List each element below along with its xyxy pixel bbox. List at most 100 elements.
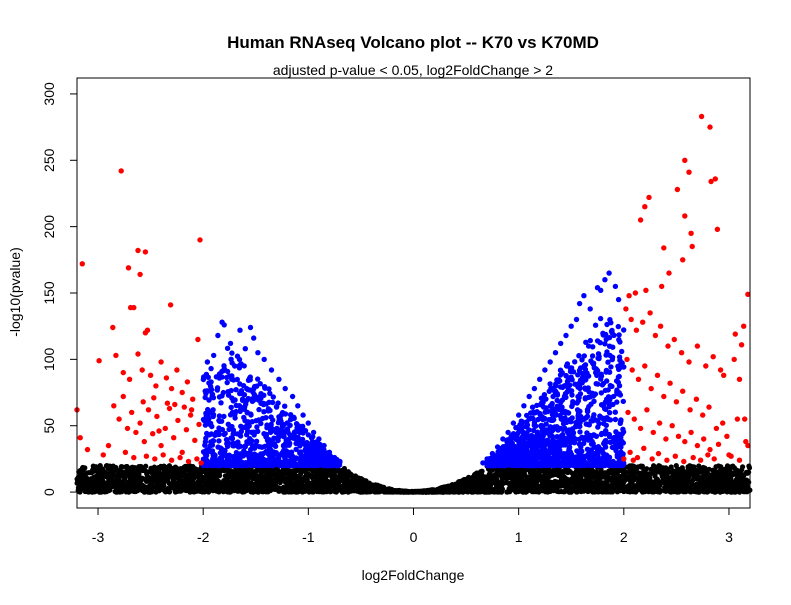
point-padj-significant <box>300 456 307 463</box>
point-not-significant <box>270 466 276 473</box>
point-padj-significant <box>208 365 214 372</box>
point-padj-significant <box>246 455 253 461</box>
point-not-significant <box>522 483 528 490</box>
point-not-significant <box>355 478 362 484</box>
point-padj-significant <box>205 406 211 413</box>
point-not-significant <box>265 467 271 473</box>
point-not-significant <box>680 474 686 480</box>
point-padj-significant <box>216 375 223 381</box>
point-padj-significant <box>220 368 226 374</box>
point-not-significant <box>740 487 747 493</box>
point-padj-significant <box>246 375 253 381</box>
point-padj-significant <box>235 439 241 445</box>
point-padj-significant <box>221 363 227 369</box>
point-not-significant <box>86 470 92 476</box>
point-not-significant <box>507 480 513 487</box>
point-padj-significant <box>201 374 207 380</box>
point-not-significant <box>260 476 266 483</box>
point-not-significant <box>254 484 260 490</box>
point-not-significant <box>184 477 190 483</box>
point-not-significant <box>376 485 382 491</box>
point-padj-significant <box>208 449 214 455</box>
point-padj-significant <box>258 420 264 427</box>
point-padj-significant <box>230 431 236 437</box>
point-padj-significant <box>282 442 288 448</box>
point-not-significant <box>731 471 737 477</box>
point-padj-significant <box>208 379 214 385</box>
point-padj-significant <box>213 429 220 436</box>
point-padj-significant <box>296 461 302 468</box>
point-padj-significant <box>205 374 211 380</box>
point-not-significant <box>82 465 88 471</box>
point-not-significant <box>464 479 470 485</box>
point-not-significant <box>625 488 631 495</box>
point-not-significant <box>294 468 300 474</box>
point-not-significant <box>621 476 627 482</box>
point-not-significant <box>654 477 661 483</box>
point-not-significant <box>552 478 558 484</box>
point-padj-significant <box>253 418 259 424</box>
point-not-significant <box>271 477 277 483</box>
point-not-significant <box>221 488 227 494</box>
point-not-significant <box>495 480 501 486</box>
point-padj-significant <box>228 356 234 362</box>
point-padj-significant <box>218 445 224 451</box>
point-not-significant <box>177 480 184 486</box>
point-padj-significant <box>292 435 298 442</box>
point-padj-significant <box>202 394 208 401</box>
point-not-significant <box>135 472 141 478</box>
point-not-significant <box>499 474 505 480</box>
point-not-significant <box>556 483 563 489</box>
point-not-significant <box>298 476 304 483</box>
point-not-significant <box>655 464 661 470</box>
point-padj-significant <box>281 432 287 438</box>
point-padj-significant <box>264 437 271 443</box>
point-padj-significant <box>255 376 261 382</box>
point-not-significant <box>533 473 539 479</box>
point-not-significant <box>531 469 537 475</box>
point-not-significant <box>717 474 723 480</box>
point-not-significant <box>705 471 712 477</box>
point-not-significant <box>481 488 487 494</box>
point-not-significant <box>718 464 724 470</box>
point-padj-significant <box>273 460 279 466</box>
point-not-significant <box>278 469 284 475</box>
point-padj-significant <box>282 403 288 409</box>
point-padj-significant <box>241 414 247 421</box>
point-not-significant <box>342 488 348 494</box>
point-padj-significant <box>239 390 245 397</box>
point-padj-significant <box>258 395 264 401</box>
point-padj-significant <box>211 460 218 467</box>
point-not-significant <box>332 473 338 479</box>
point-not-significant <box>673 481 679 487</box>
point-not-significant <box>123 464 129 470</box>
point-padj-significant <box>262 460 268 466</box>
point-not-significant <box>426 489 432 495</box>
data-points <box>74 113 753 495</box>
point-padj-significant <box>265 408 271 414</box>
point-padj-significant <box>202 451 208 457</box>
point-not-significant <box>604 477 610 483</box>
point-not-significant <box>740 480 746 487</box>
point-not-significant <box>674 489 681 495</box>
point-not-significant <box>321 487 327 493</box>
point-not-significant <box>544 468 550 474</box>
point-not-significant <box>690 476 697 483</box>
point-not-significant <box>363 487 369 493</box>
point-padj-significant <box>223 436 230 443</box>
point-not-significant <box>697 475 703 482</box>
point-not-significant <box>169 485 175 491</box>
point-not-significant <box>102 489 108 495</box>
point-padj-significant <box>294 425 300 431</box>
point-padj-significant <box>300 430 306 436</box>
point-not-significant <box>280 484 287 490</box>
point-padj-significant <box>619 348 625 355</box>
point-padj-significant <box>224 443 231 449</box>
point-not-significant <box>336 485 342 491</box>
point-not-significant <box>123 486 129 492</box>
point-not-significant <box>81 485 87 491</box>
point-not-significant <box>723 469 730 475</box>
point-padj-significant <box>260 415 266 422</box>
point-not-significant <box>723 476 729 482</box>
point-not-significant <box>495 488 501 494</box>
